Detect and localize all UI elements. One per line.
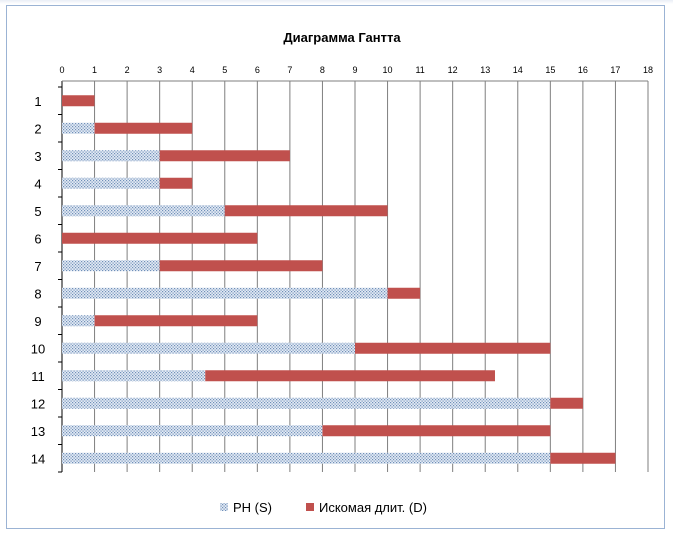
bar-duration-6	[62, 232, 258, 244]
x-tick-label: 2	[125, 65, 130, 75]
x-tick-label: 7	[287, 65, 292, 75]
y-tick-label: 2	[34, 121, 41, 136]
x-tick-label: 3	[157, 65, 162, 75]
y-tick-label: 4	[34, 176, 41, 191]
bar-start-8	[62, 287, 388, 299]
bar-start-10	[62, 342, 355, 354]
y-tick-label: 5	[34, 204, 41, 219]
legend-swatch-duration	[306, 503, 314, 511]
x-tick-label: 0	[59, 65, 64, 75]
y-tick-label: 10	[31, 341, 45, 356]
legend-label-rn: РН (S)	[233, 500, 272, 515]
bar-start-11	[62, 370, 206, 382]
x-tick-label: 8	[320, 65, 325, 75]
legend-label-duration: Искомая длит. (D)	[319, 500, 427, 515]
y-tick-label: 8	[34, 286, 41, 301]
x-tick-label: 1	[92, 65, 97, 75]
x-tick-label: 18	[643, 65, 653, 75]
x-tick-label: 11	[415, 65, 424, 75]
bar-duration-8	[387, 287, 421, 299]
y-tick-label: 11	[31, 369, 45, 384]
x-tick-label: 12	[448, 65, 458, 75]
y-tick-label: 13	[31, 424, 45, 439]
x-tick-label: 15	[545, 65, 555, 75]
bar-duration-4	[159, 177, 193, 189]
bars	[62, 95, 616, 464]
bar-start-2	[62, 122, 95, 134]
x-tick-label: 14	[513, 65, 523, 75]
bar-start-5	[62, 205, 225, 217]
y-tick-label: 9	[34, 314, 41, 329]
bar-duration-2	[94, 122, 193, 134]
x-tick-label: 17	[610, 65, 620, 75]
x-tick-label: 16	[578, 65, 588, 75]
x-tick-label: 4	[190, 65, 195, 75]
bar-start-13	[62, 425, 323, 437]
bar-duration-3	[159, 150, 290, 162]
bar-duration-10	[355, 342, 551, 354]
bar-duration-7	[159, 260, 323, 272]
x-tick-label: 10	[383, 65, 393, 75]
y-tick-label: 7	[34, 259, 41, 274]
bar-duration-14	[550, 452, 616, 464]
x-tick-label: 13	[480, 65, 490, 75]
y-tick-label: 6	[34, 231, 41, 246]
legend-swatch-rn	[220, 503, 228, 511]
x-tick-label: 5	[222, 65, 227, 75]
bar-duration-11	[205, 370, 495, 382]
window-top-edge	[0, 0, 673, 4]
grid-lines	[61, 80, 649, 472]
bar-duration-1	[62, 95, 95, 107]
bar-start-14	[62, 452, 551, 464]
bar-start-7	[62, 260, 160, 272]
y-tick-label: 1	[34, 94, 41, 109]
bar-duration-5	[224, 205, 388, 217]
chart-title: Диаграмма Гантта	[283, 30, 401, 45]
y-tick-label: 12	[31, 396, 45, 411]
x-tick-label: 9	[352, 65, 357, 75]
bar-start-9	[62, 315, 95, 327]
bar-start-4	[62, 177, 160, 189]
x-tick-label: 6	[255, 65, 260, 75]
bar-duration-12	[550, 397, 583, 409]
legend: РН (S) Искомая длит. (D)	[220, 500, 427, 515]
y-tick-label: 3	[34, 149, 41, 164]
bar-duration-9	[94, 315, 258, 327]
bar-start-12	[62, 397, 551, 409]
bar-start-3	[62, 150, 160, 162]
y-tick-label: 14	[31, 451, 45, 466]
bar-duration-13	[322, 425, 551, 437]
x-axis-ticks: 0 1 2 3 4 5 6 7 8 9 10 11 12 13 14 15 16 17 18	[59, 65, 653, 75]
